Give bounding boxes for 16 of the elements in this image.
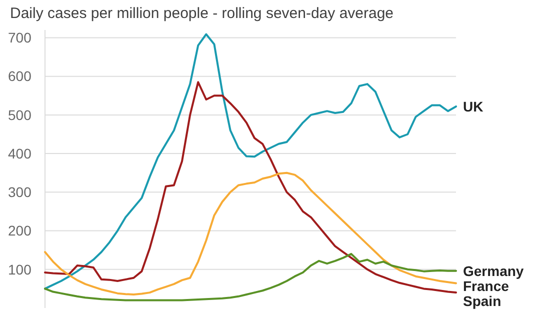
series-label: UK bbox=[463, 98, 484, 114]
y-tick-label: 200 bbox=[8, 222, 32, 239]
y-tick-label: 400 bbox=[8, 145, 32, 162]
series-label: Spain bbox=[463, 292, 502, 309]
y-tick-label: 600 bbox=[8, 68, 32, 84]
y-tick-label: 300 bbox=[8, 184, 32, 200]
series-label: France bbox=[463, 278, 510, 294]
chart-title: Daily cases per million people - rolling seven-day average bbox=[10, 5, 394, 22]
line-series bbox=[44, 81, 457, 294]
series-label: Germany bbox=[463, 262, 524, 279]
line-series bbox=[44, 172, 457, 296]
line-series bbox=[44, 33, 457, 290]
y-tick-label: 700 bbox=[8, 30, 32, 46]
line-series bbox=[44, 252, 457, 302]
y-tick-label: 500 bbox=[8, 106, 32, 123]
y-tick-label: 100 bbox=[8, 261, 32, 278]
